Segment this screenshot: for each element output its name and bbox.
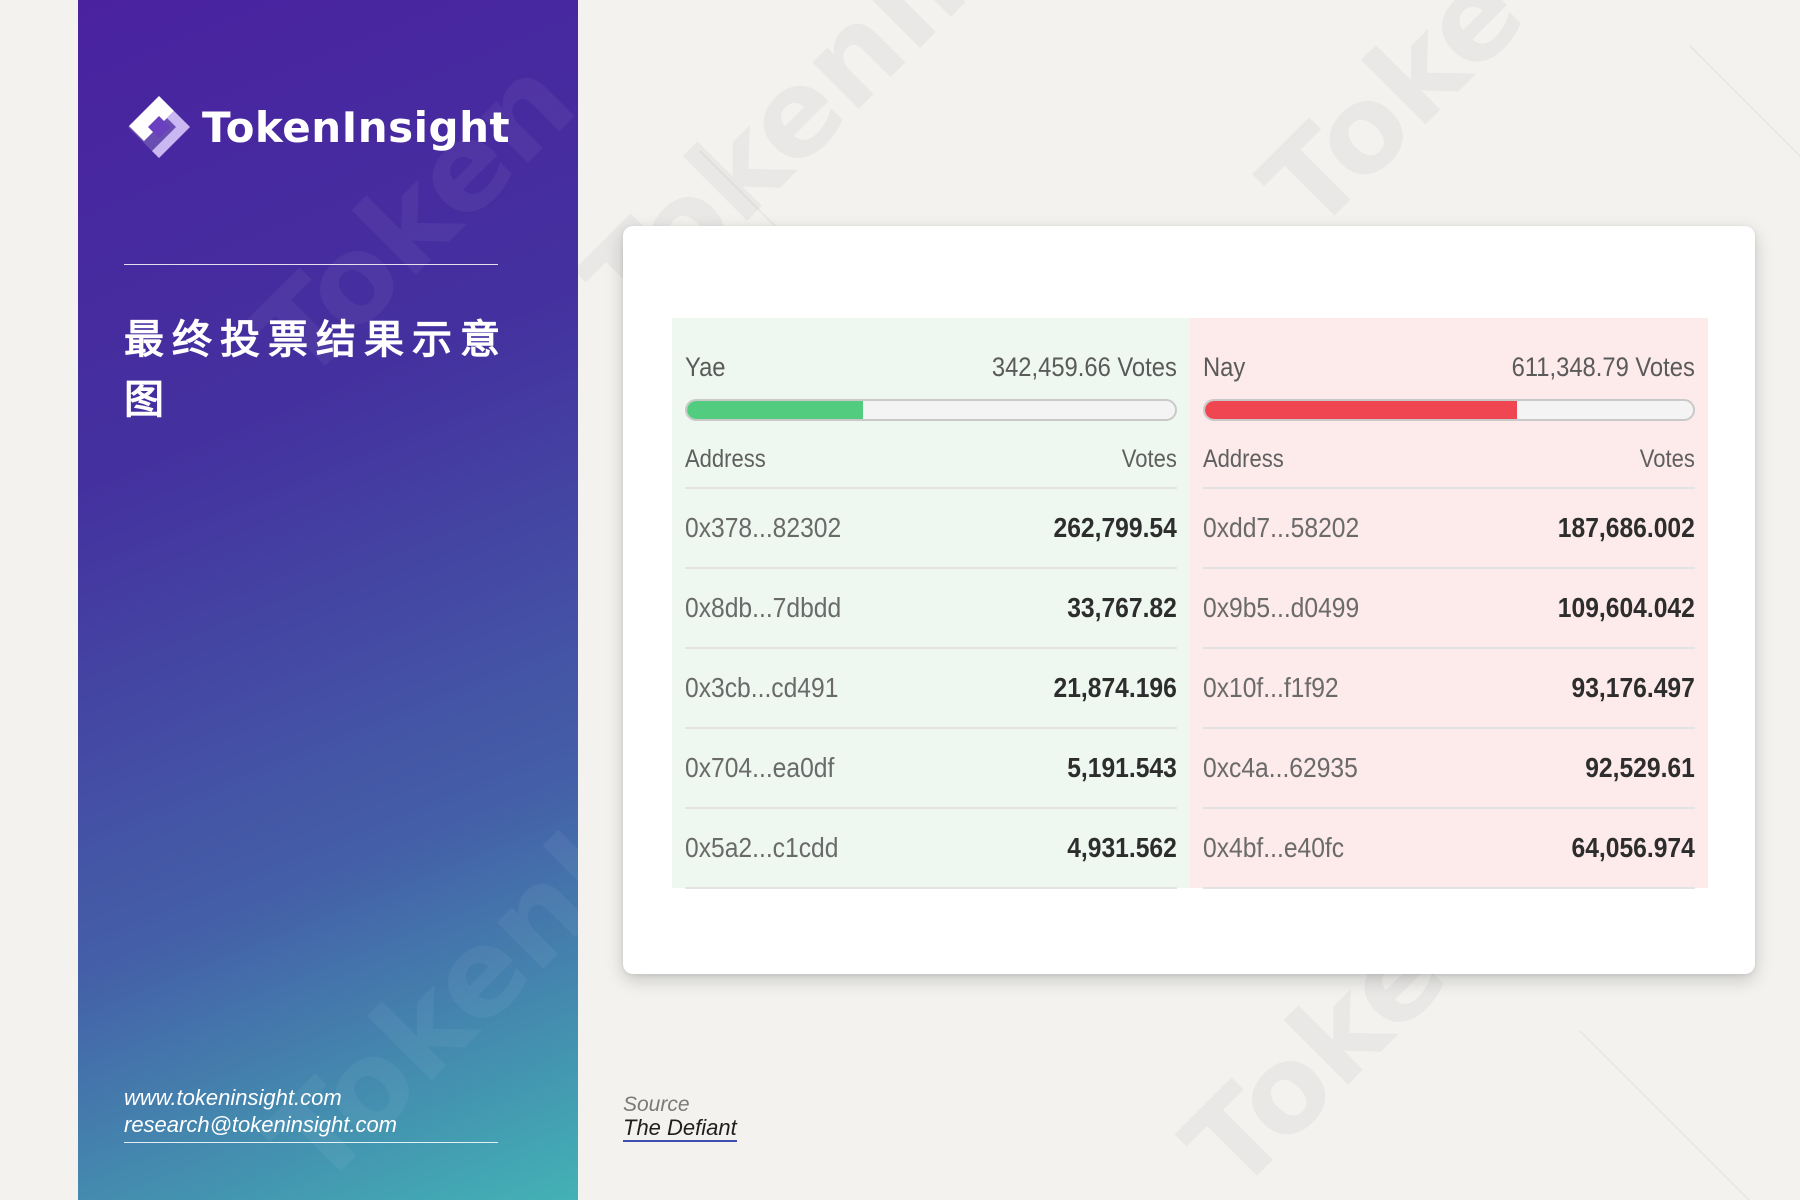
votes-cell: 33,767.82 (1067, 592, 1177, 623)
yae-panel: Yae 342,459.66 Votes Address Votes 0x378… (672, 318, 1190, 889)
contact-info: www.tokeninsight.com research@tokeninsig… (124, 1084, 397, 1138)
table-row: 0x4bf...e40fc 64,056.974 (1203, 809, 1695, 889)
nay-progress-fill (1205, 401, 1518, 419)
source-link[interactable]: The Defiant (623, 1115, 737, 1142)
votes-header: Votes (1121, 444, 1177, 473)
votes-cell: 92,529.61 (1585, 752, 1695, 783)
address-cell: 0x704...ea0df (685, 752, 835, 783)
table-row: 0x704...ea0df 5,191.543 (685, 729, 1177, 809)
nay-column-headers: Address Votes (1203, 421, 1695, 489)
sidebar: Token TokenInsi ▧ TokenInsight 最终投票结果示意图… (78, 0, 578, 1200)
divider (124, 264, 498, 265)
address-cell: 0x378...82302 (685, 512, 842, 543)
address-cell: 0x4bf...e40fc (1203, 832, 1345, 863)
brand-name: TokenInsight (202, 102, 511, 152)
address-cell: 0xdd7...58202 (1203, 512, 1360, 543)
votes-cell: 262,799.54 (1053, 512, 1177, 543)
tokeninsight-logo-icon (128, 96, 190, 158)
nay-panel: Nay 611,348.79 Votes Address Votes 0xdd7… (1190, 318, 1708, 889)
votes-cell: 21,874.196 (1053, 672, 1177, 703)
address-cell: 0x5a2...c1cdd (685, 832, 839, 863)
table-row: 0x9b5...d0499 109,604.042 (1203, 569, 1695, 649)
nay-label: Nay (1203, 352, 1246, 382)
yae-label: Yae (685, 352, 726, 382)
table-row: 0xc4a...62935 92,529.61 (1203, 729, 1695, 809)
address-cell: 0x10f...f1f92 (1203, 672, 1339, 703)
page-title: 最终投票结果示意图 (124, 317, 508, 423)
yae-column-headers: Address Votes (685, 421, 1177, 489)
address-header: Address (1203, 444, 1284, 473)
votes-cell: 187,686.002 (1557, 512, 1695, 543)
address-cell: 0xc4a...62935 (1203, 752, 1358, 783)
yae-total: 342,459.66 Votes (991, 352, 1177, 382)
table-row: 0x8db...7dbdd 33,767.82 (685, 569, 1177, 649)
address-header: Address (685, 444, 766, 473)
address-cell: 0x9b5...d0499 (1203, 592, 1360, 623)
source-label: Source (623, 1093, 690, 1116)
votes-cell: 4,931.562 (1067, 832, 1177, 863)
table-row: 0x3cb...cd491 21,874.196 (685, 649, 1177, 729)
address-cell: 0x3cb...cd491 (685, 672, 839, 703)
yae-header: Yae 342,459.66 Votes (685, 318, 1177, 413)
yae-progress-bar (685, 399, 1177, 421)
votes-cell: 109,604.042 (1557, 592, 1695, 623)
votes-header: Votes (1639, 444, 1695, 473)
watermark-line (1579, 1030, 1765, 1200)
watermark-text: Toke (1235, 0, 1551, 257)
source-credit: Source The Defiant (623, 1094, 737, 1142)
brand-logo: TokenInsight (124, 92, 510, 162)
nay-total: 611,348.79 Votes (1511, 352, 1695, 382)
watermark-line (1689, 45, 1800, 203)
nay-header: Nay 611,348.79 Votes (1203, 318, 1695, 413)
nay-progress-bar (1203, 399, 1695, 421)
divider (124, 1142, 498, 1143)
website-link[interactable]: www.tokeninsight.com (124, 1085, 342, 1110)
table-row: 0x10f...f1f92 93,176.497 (1203, 649, 1695, 729)
votes-cell: 93,176.497 (1571, 672, 1695, 703)
table-row: 0x5a2...c1cdd 4,931.562 (685, 809, 1177, 889)
vote-results-card: Yae 342,459.66 Votes Address Votes 0x378… (623, 226, 1755, 974)
votes-cell: 64,056.974 (1571, 832, 1695, 863)
table-row: 0xdd7...58202 187,686.002 (1203, 489, 1695, 569)
email-link[interactable]: research@tokeninsight.com (124, 1112, 398, 1137)
address-cell: 0x8db...7dbdd (685, 592, 842, 623)
yae-progress-fill (687, 401, 863, 419)
table-row: 0x378...82302 262,799.54 (685, 489, 1177, 569)
votes-cell: 5,191.543 (1067, 752, 1177, 783)
